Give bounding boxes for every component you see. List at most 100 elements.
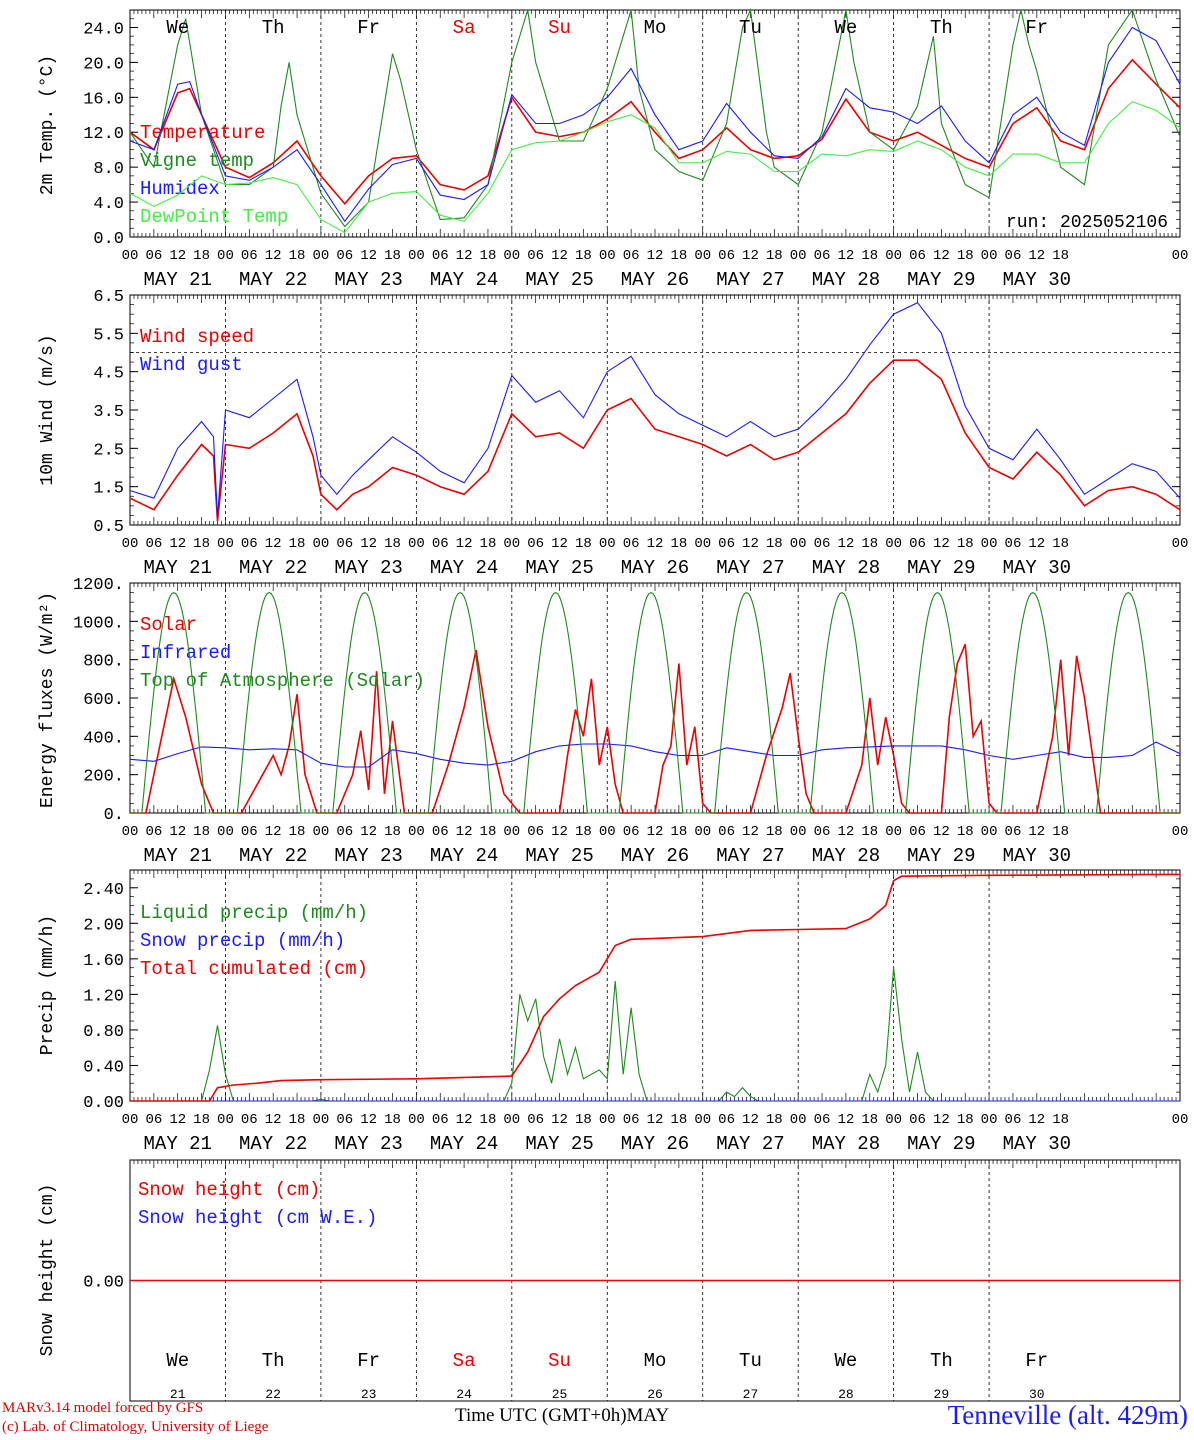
hour-tick-label: 06	[145, 536, 162, 552]
hour-tick-label: 18	[1052, 824, 1069, 840]
hour-tick-label: 00	[217, 248, 234, 264]
series-line	[129, 359, 1181, 522]
weekday-label: Th	[262, 1350, 285, 1372]
hour-tick-label: 12	[933, 824, 950, 840]
hour-tick-label: 00	[885, 1112, 902, 1128]
hour-tick-label: 18	[670, 824, 687, 840]
model-credit: MARv3.14 model forced by GFS	[2, 1400, 204, 1416]
hour-tick-label: 18	[957, 536, 974, 552]
day-number-label: 21	[170, 1387, 186, 1402]
hour-tick-label: 06	[718, 1112, 735, 1128]
hour-tick-label: 12	[838, 248, 855, 264]
hour-tick-label: 06	[527, 248, 544, 264]
panel-temperature: 0.0 4.0 8.0 12.0 16.0 20.0 24.0 2m Temp. (°C) Te…	[38, 8, 1188, 291]
hour-tick-label: 00	[503, 536, 520, 552]
hour-tick-label: 18	[957, 248, 974, 264]
panel-wind: 0.5 1.5 2.5 3.5 4.5 5.5 6.5 10m Wind (m/s) Wind …	[38, 288, 1188, 579]
hour-tick-label: 00	[790, 824, 807, 840]
weekday-label: Su	[548, 1350, 571, 1372]
hour-tick-label: 00	[122, 824, 139, 840]
hour-tick-label: 18	[480, 1112, 497, 1128]
hour-tick-label: 06	[336, 536, 353, 552]
run-label: run: 2025052106	[1006, 213, 1168, 233]
day-number-label: 28	[838, 1387, 854, 1402]
weekday-label: Fr	[357, 1350, 380, 1372]
y-tick-label: 1.20	[83, 987, 124, 1006]
hour-tick-label: 18	[480, 248, 497, 264]
hour-tick-label: 12	[265, 536, 282, 552]
hour-tick-label: 00	[981, 1112, 998, 1128]
legend-entry: Liquid precip (mm/h)	[140, 902, 368, 924]
hour-tick-label: 12	[1028, 248, 1045, 264]
hour-tick-label: 18	[766, 824, 783, 840]
station-name: Tenneville (alt. 429m)	[947, 1400, 1188, 1430]
weekday-label: We	[166, 1350, 189, 1372]
y-tick-label: 4.0	[93, 195, 124, 214]
hour-tick-label: 12	[838, 824, 855, 840]
date-label: MAY 25	[525, 269, 593, 291]
hour-tick-label: 12	[169, 1112, 186, 1128]
hour-tick-label: 12	[647, 1112, 664, 1128]
hour-tick-label: 00	[599, 248, 616, 264]
hour-tick-label: 00	[694, 1112, 711, 1128]
hour-tick-label: 00	[122, 536, 139, 552]
hour-tick-label: 00	[217, 536, 234, 552]
hour-tick-label: 12	[647, 536, 664, 552]
day-number-label: 26	[647, 1387, 663, 1402]
hour-tick-label: 00	[122, 248, 139, 264]
hour-tick-label: 18	[766, 1112, 783, 1128]
hour-tick-label: 00	[694, 824, 711, 840]
hour-tick-label: 00	[599, 1112, 616, 1128]
hour-tick-label: 18	[861, 248, 878, 264]
y-tick-label: 1200.	[73, 576, 124, 595]
hour-tick-label: 18	[193, 536, 210, 552]
weekday-label: Th	[930, 1350, 953, 1372]
date-label: MAY 22	[239, 269, 307, 291]
hour-tick-label: 00	[790, 536, 807, 552]
y-axis-label: 10m Wind (m/s)	[38, 334, 58, 485]
hour-tick-label: 00	[885, 536, 902, 552]
y-axis-label: Snow height (cm)	[38, 1184, 58, 1357]
panel-precipitation: 0.00 0.40 0.80 1.20 1.60 2.00 2.40 Precip (mm/h…	[38, 869, 1188, 1155]
y-tick-label: 0.0	[93, 230, 124, 249]
hour-tick-label: 00	[313, 536, 330, 552]
hour-tick-label: 18	[575, 1112, 592, 1128]
y-tick-label: 16.0	[83, 90, 124, 109]
y-tick-label: 1.60	[83, 952, 124, 971]
hour-tick-label: 12	[169, 536, 186, 552]
hour-tick-label: 18	[670, 1112, 687, 1128]
hour-tick-label: 12	[647, 248, 664, 264]
hour-tick-label: 00	[694, 248, 711, 264]
hour-tick-label: 00	[694, 536, 711, 552]
hour-tick-label: 12	[169, 248, 186, 264]
date-label: MAY 29	[907, 845, 975, 867]
hour-tick-label: 00	[408, 536, 425, 552]
hour-tick-label: 06	[241, 824, 258, 840]
hour-tick-label: 18	[384, 824, 401, 840]
hour-tick-label: 06	[909, 824, 926, 840]
legend-entry: Vigne temp	[140, 150, 254, 172]
weekday-label: Th	[930, 17, 953, 39]
hour-tick-label: 00	[408, 824, 425, 840]
legend-entry: Snow height (cm)	[138, 1179, 320, 1201]
hour-tick-label: 12	[265, 1112, 282, 1128]
day-number-label: 23	[361, 1387, 377, 1402]
hour-tick-label: 18	[1052, 248, 1069, 264]
plot-frame	[129, 582, 1181, 814]
date-label: MAY 29	[907, 269, 975, 291]
hour-tick-label: 06	[1005, 824, 1022, 840]
hour-tick-label: 00	[1172, 824, 1189, 840]
y-axis-label: 2m Temp. (°C)	[38, 55, 58, 195]
series-line	[129, 26, 1181, 223]
date-label: MAY 27	[716, 845, 784, 867]
y-tick-label: 0.00	[83, 1274, 124, 1293]
weekday-label: Sa	[453, 17, 476, 39]
date-label: MAY 21	[144, 269, 212, 291]
legend-entry: Wind gust	[140, 354, 243, 376]
y-tick-label: 0.00	[83, 1094, 124, 1113]
date-label: MAY 25	[525, 845, 593, 867]
hour-tick-label: 06	[1005, 536, 1022, 552]
date-label: MAY 24	[430, 269, 498, 291]
hour-tick-label: 06	[718, 248, 735, 264]
series-line	[129, 741, 1181, 768]
